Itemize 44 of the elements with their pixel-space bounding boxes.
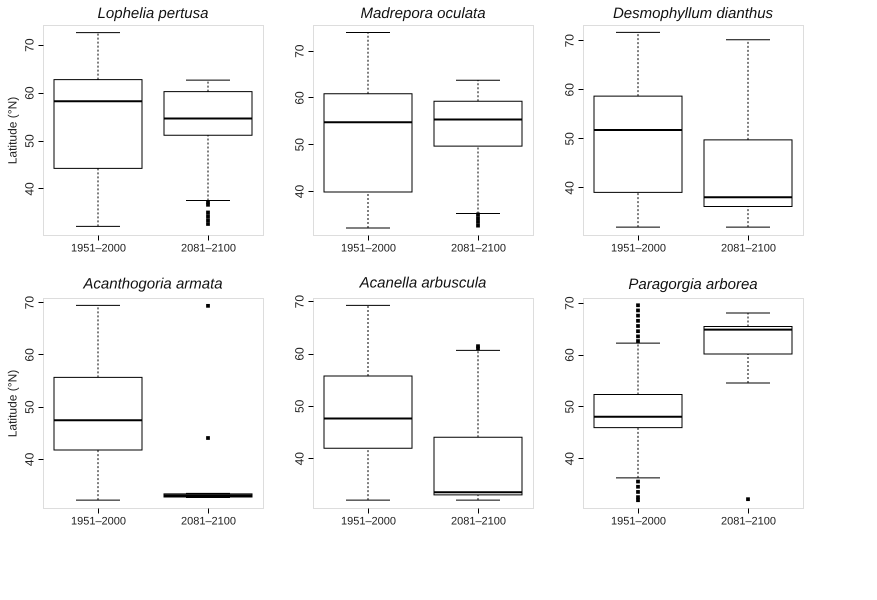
chart-title: Desmophyllum dianthus	[612, 5, 774, 22]
x-tick-label: 1951–2000	[610, 516, 666, 528]
y-tick-label: 40	[292, 184, 306, 198]
y-tick-label: 70	[562, 34, 576, 48]
y-tick-label: 60	[292, 347, 306, 361]
x-tick-label: 2081–2100	[450, 242, 506, 254]
x-tick-label: 1951–2000	[70, 516, 126, 528]
x-tick-label: 2081–2100	[450, 516, 506, 528]
chart-title: Acanthogoria armata	[82, 276, 223, 293]
x-tick-label: 2081–2100	[720, 516, 776, 528]
y-tick-label: 60	[22, 348, 36, 362]
y-tick-label: 40	[22, 452, 36, 466]
y-tick-label: 60	[292, 91, 306, 105]
y-tick-label: 50	[292, 399, 306, 414]
y-tick-label: 70	[292, 44, 306, 58]
x-tick-label: 1951–2000	[340, 516, 396, 528]
chart-title: Lophelia pertusa	[98, 5, 208, 22]
x-tick-label: 2081–2100	[180, 242, 236, 254]
y-tick-label: 60	[562, 348, 576, 362]
x-tick-label: 1951–2000	[610, 242, 666, 254]
y-tick-label: 40	[22, 182, 36, 196]
chart-title: Madrepora oculata	[360, 5, 486, 22]
x-tick-label: 2081–2100	[180, 516, 236, 528]
y-tick-label: 40	[292, 452, 306, 466]
y-tick-label: 70	[22, 38, 36, 52]
x-tick-label: 1951–2000	[340, 242, 396, 254]
y-axis-title: Latitude (°N)	[6, 370, 20, 438]
x-tick-label: 2081–2100	[720, 242, 776, 254]
chart-title: Acanella arbuscula	[358, 274, 486, 292]
y-tick-label: 50	[22, 400, 36, 414]
y-tick-label: 70	[562, 296, 576, 310]
y-tick-label: 40	[562, 452, 576, 466]
y-tick-label: 50	[22, 134, 36, 148]
y-tick-label: 70	[292, 294, 306, 308]
y-tick-label: 40	[562, 180, 576, 195]
y-tick-label: 60	[562, 82, 576, 96]
chart-title: Paragorgia arborea	[628, 276, 758, 293]
x-tick-label: 1951–2000	[70, 242, 126, 254]
y-axis-title: Latitude (°N)	[6, 96, 20, 164]
y-tick-label: 50	[562, 400, 576, 414]
y-tick-label: 50	[562, 132, 576, 146]
y-tick-label: 70	[22, 296, 36, 310]
y-tick-label: 60	[22, 86, 36, 100]
y-tick-label: 50	[292, 138, 306, 152]
